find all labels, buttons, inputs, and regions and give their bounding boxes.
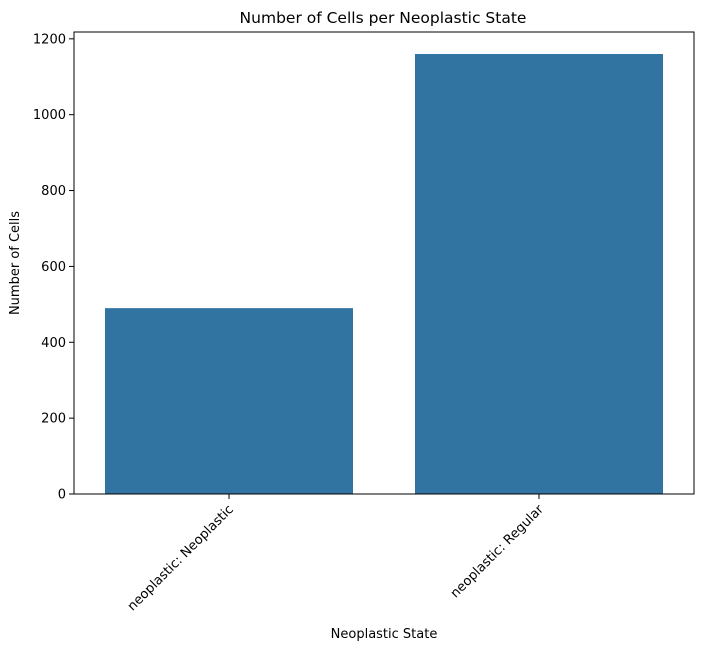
y-tick-label: 0: [58, 488, 66, 503]
y-tick-label: 1000: [33, 108, 66, 123]
y-tick-label: 600: [41, 260, 66, 275]
y-tick-label: 200: [41, 412, 66, 427]
x-axis-label: Neoplastic State: [331, 627, 438, 642]
bars-group: [105, 54, 663, 494]
bar: [415, 54, 663, 494]
bar: [105, 308, 353, 494]
chart-title: Number of Cells per Neoplastic State: [240, 9, 527, 27]
y-tick-label: 1200: [33, 32, 66, 47]
x-axis: neoplastic: Neoplastic neoplastic: Regula…: [125, 494, 547, 614]
y-axis-label: Number of Cells: [8, 211, 23, 315]
y-tick-label: 400: [41, 336, 66, 351]
plot-frame: [73, 31, 695, 495]
y-tick-label: 800: [41, 184, 66, 199]
x-tick-label: neoplastic: Regular: [448, 502, 547, 601]
y-axis: 0 200 400 600 800 1000 1200: [33, 32, 74, 503]
x-tick-label: neoplastic: Neoplastic: [125, 502, 237, 614]
